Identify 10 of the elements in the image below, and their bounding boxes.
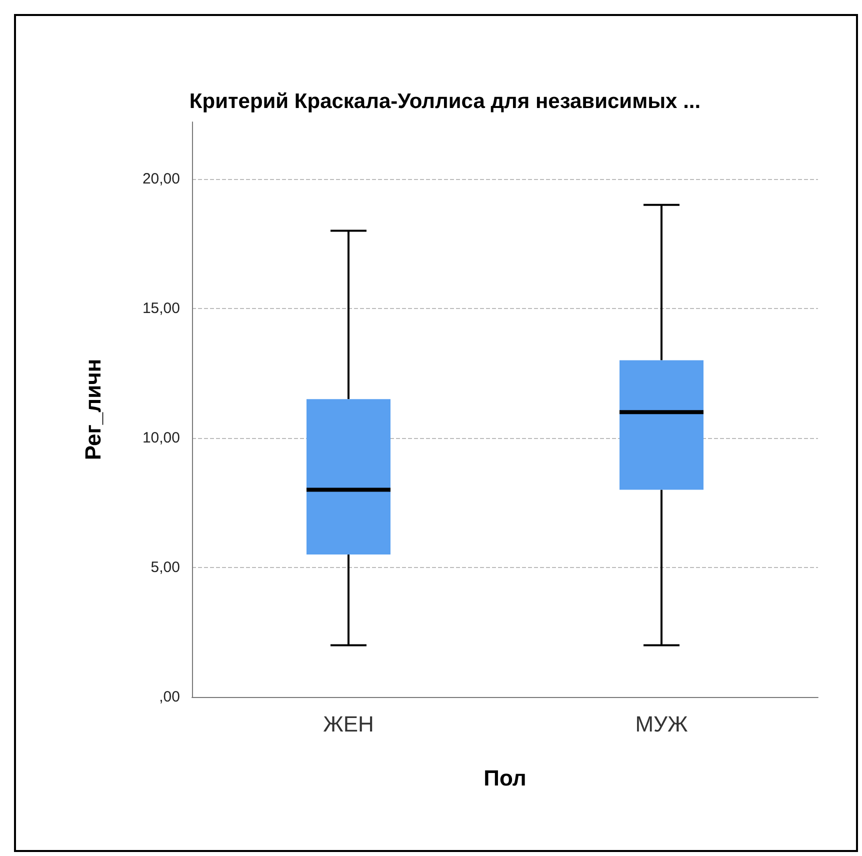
y-tick-label: ,00 [159, 688, 180, 706]
y-tick-label: 15,00 [142, 300, 180, 317]
x-tick-label: МУЖ [635, 712, 688, 736]
y-axis-title: Рег_личн [80, 358, 106, 460]
y-tick-label: 10,00 [142, 429, 180, 446]
chart-title: Критерий Краскала-Уоллиса для независимых ... [189, 90, 701, 113]
y-tick-label: 20,00 [142, 170, 180, 188]
y-tick-label: 5,00 [150, 558, 180, 576]
x-axis-title: Пол [484, 766, 526, 790]
x-tick-label: ЖЕН [323, 712, 374, 736]
